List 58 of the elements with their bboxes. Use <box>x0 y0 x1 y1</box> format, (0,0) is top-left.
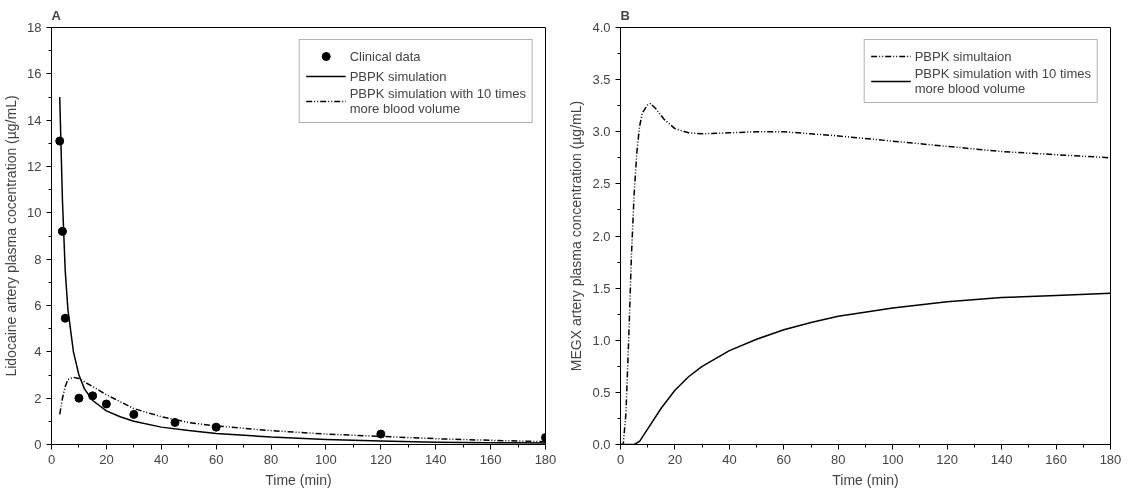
point <box>57 226 67 236</box>
y-tick-label: 1.5 <box>592 280 611 296</box>
y-tick-label: 0.0 <box>592 437 611 452</box>
x-tick-label: 100 <box>881 451 904 467</box>
y-tick-label: 6 <box>34 298 42 313</box>
y-tick-label: 0 <box>34 437 42 452</box>
y-tick-label: 2.0 <box>592 228 611 244</box>
y-tick-label: 2.5 <box>592 176 611 192</box>
y-tick-label: 2 <box>34 390 42 406</box>
chart-title: A <box>51 7 62 23</box>
point <box>101 399 111 409</box>
y-tick-label: 14 <box>27 112 42 128</box>
x-axis-title: Time (min) <box>832 471 899 488</box>
y-tick-label: 18 <box>27 20 42 35</box>
y-tick-label: 1.0 <box>592 332 611 348</box>
x-tick-label: 0 <box>47 451 56 467</box>
legend-label: PBPK simultaion <box>914 48 1012 64</box>
x-tick-label: 20 <box>99 451 114 467</box>
y-axis-title: Lidocaine artery plasma cocentration (µg/mL) <box>3 95 20 377</box>
x-tick-label: 180 <box>534 451 557 467</box>
x-tick-label: 60 <box>776 451 792 467</box>
x-tick-label: 80 <box>831 451 846 467</box>
point <box>376 429 386 439</box>
x-tick-label: 120 <box>369 451 392 467</box>
point <box>60 313 70 323</box>
x-tick-label: 0 <box>616 451 625 467</box>
x-tick-label: 160 <box>479 451 502 467</box>
legend-label: PBPK simulation <box>349 68 447 84</box>
y-tick-label: 0.5 <box>592 384 611 400</box>
x-tick-label: 80 <box>263 451 279 467</box>
x-tick-label: 40 <box>154 451 169 467</box>
x-tick-label: 40 <box>722 451 737 467</box>
y-tick-label: 12 <box>27 159 42 174</box>
x-tick-label: 60 <box>208 451 224 467</box>
x-tick-label: 20 <box>667 451 683 467</box>
x-tick-label: 100 <box>315 451 337 467</box>
y-tick-label: 16 <box>27 66 42 82</box>
legend-label: Clinical data <box>349 48 421 64</box>
y-tick-label: 10 <box>27 205 42 221</box>
legend-label: PBPK simulation with 10 times more blood volume <box>349 86 526 116</box>
y-tick-label: 8 <box>34 251 42 267</box>
point <box>170 418 180 427</box>
x-axis-title: Time (min) <box>265 471 332 488</box>
point <box>211 422 221 432</box>
y-tick-label: 4.0 <box>592 20 611 35</box>
y-axis-title: MEGX artery plasma concentration (µg/mL) <box>568 100 585 372</box>
point <box>74 393 84 403</box>
x-tick-label: 180 <box>1099 451 1122 467</box>
x-tick-label: 140 <box>990 451 1013 467</box>
x-tick-label: 140 <box>424 451 447 467</box>
y-tick-label: 4 <box>34 344 42 360</box>
legend-label: PBPK simulation with 10 times more blood volume <box>914 66 1091 96</box>
x-tick-label: 120 <box>936 451 959 467</box>
y-tick-label: 3.5 <box>592 72 611 88</box>
y-tick-label: 3.0 <box>592 124 611 140</box>
chart-title: B <box>620 7 630 23</box>
point <box>129 409 139 419</box>
x-tick-label: 160 <box>1045 451 1067 467</box>
